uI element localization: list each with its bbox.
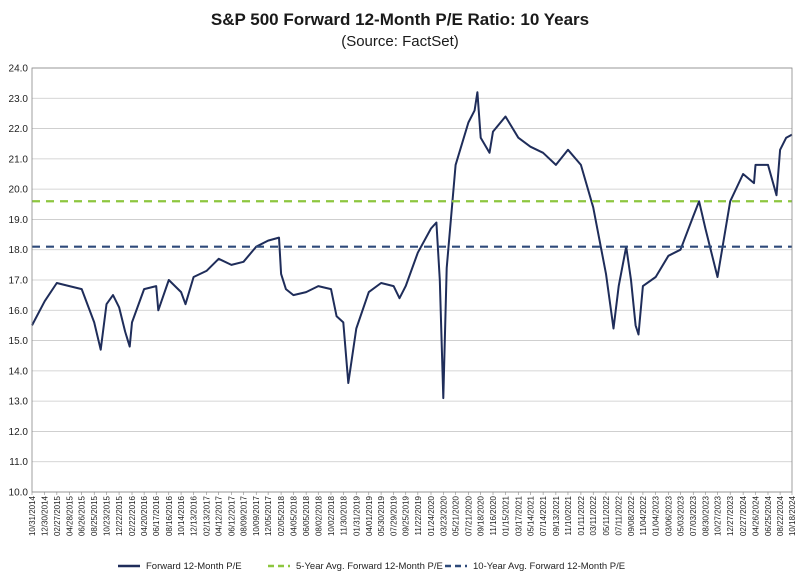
y-axis: 10.0 11.0 12.0 13.0 14.0 15.0 16.0 17.0 18.0 19.0… bbox=[9, 64, 29, 499]
x-tick-label: 08/16/2016 bbox=[165, 495, 174, 536]
x-tick-label: 06/17/2016 bbox=[152, 495, 161, 536]
x-tick-label: 10/09/2017 bbox=[252, 495, 261, 536]
legend-label-2: 10-Year Avg. Forward 12-Month P/E bbox=[473, 561, 625, 572]
x-tick-label: 08/22/2024 bbox=[776, 495, 785, 536]
series-layer bbox=[31, 91, 793, 400]
x-tick-label: 04/26/2024 bbox=[751, 495, 760, 536]
x-tick-label: 10/18/2024 bbox=[788, 495, 797, 536]
x-tick-label: 07/03/2023 bbox=[689, 495, 698, 536]
plot-frame bbox=[31, 67, 793, 493]
x-tick-label: 11/22/2019 bbox=[414, 495, 423, 535]
x-tick-label: 02/05/2018 bbox=[277, 495, 286, 536]
x-tick-label: 10/23/2015 bbox=[103, 495, 112, 536]
x-tick-label: 05/11/2022 bbox=[602, 495, 611, 535]
x-tick-label: 09/13/2021 bbox=[552, 495, 561, 536]
x-tick-label: 11/10/2021 bbox=[564, 495, 573, 535]
x-tick-label: 09/08/2022 bbox=[627, 495, 636, 536]
x-tick-label: 10/27/2023 bbox=[713, 495, 722, 536]
x-tick-label: 12/30/2014 bbox=[41, 495, 50, 536]
gridlines bbox=[32, 67, 792, 493]
x-tick-label: 05/30/2019 bbox=[377, 495, 386, 536]
x-tick-label: 11/04/2022 bbox=[639, 495, 648, 535]
x-tick-label: 04/01/2019 bbox=[365, 495, 374, 536]
y-tick-label: 15.0 bbox=[9, 336, 29, 347]
x-tick-label: 08/09/2017 bbox=[240, 495, 249, 536]
y-tick-label: 17.0 bbox=[9, 276, 29, 287]
x-tick-label: 12/05/2017 bbox=[264, 495, 273, 536]
x-tick-label: 05/03/2023 bbox=[677, 495, 686, 536]
x-tick-label: 10/31/2014 bbox=[28, 495, 37, 536]
x-tick-label: 01/31/2019 bbox=[352, 495, 361, 536]
x-tick-label: 11/16/2020 bbox=[489, 495, 498, 535]
x-tick-label: 08/25/2015 bbox=[90, 495, 99, 536]
x-tick-label: 08/02/2018 bbox=[314, 495, 323, 536]
y-tick-label: 11.0 bbox=[9, 457, 28, 468]
x-tick-label: 07/11/2022 bbox=[615, 495, 624, 535]
x-tick-label: 07/29/2019 bbox=[390, 495, 399, 536]
x-tick-label: 09/18/2020 bbox=[477, 495, 486, 536]
legend-label-1: 5-Year Avg. Forward 12-Month P/E bbox=[296, 561, 443, 572]
x-tick-label: 09/25/2019 bbox=[402, 495, 411, 536]
series-0-line bbox=[31, 91, 793, 400]
x-tick-label: 03/23/2020 bbox=[439, 495, 448, 536]
x-tick-label: 12/22/2015 bbox=[115, 495, 124, 536]
x-tick-label: 04/05/2018 bbox=[289, 495, 298, 536]
x-tick-label: 01/11/2022 bbox=[577, 495, 586, 535]
x-tick-label: 04/28/2015 bbox=[65, 495, 74, 536]
x-tick-label: 02/27/2015 bbox=[53, 495, 62, 536]
y-tick-label: 13.0 bbox=[9, 397, 29, 408]
x-tick-label: 10/02/2018 bbox=[327, 495, 336, 536]
y-tick-label: 12.0 bbox=[9, 427, 29, 438]
x-tick-label: 08/30/2023 bbox=[701, 495, 710, 536]
y-tick-label: 24.0 bbox=[9, 64, 29, 75]
x-tick-label: 02/22/2016 bbox=[128, 495, 137, 536]
x-tick-label: 12/13/2016 bbox=[190, 495, 199, 536]
x-tick-label: 03/11/2022 bbox=[589, 495, 598, 535]
x-tick-label: 07/21/2020 bbox=[464, 495, 473, 536]
x-tick-label: 02/13/2017 bbox=[203, 495, 212, 536]
x-tick-label: 01/04/2023 bbox=[652, 495, 661, 536]
x-tick-label: 03/06/2023 bbox=[664, 495, 673, 536]
x-tick-label: 02/27/2024 bbox=[739, 495, 748, 536]
x-tick-label: 07/14/2021 bbox=[539, 495, 548, 536]
x-tick-label: 06/25/2024 bbox=[764, 495, 773, 536]
y-tick-label: 22.0 bbox=[9, 124, 29, 135]
y-tick-label: 20.0 bbox=[9, 185, 29, 196]
x-tick-label: 05/21/2020 bbox=[452, 495, 461, 536]
y-tick-label: 21.0 bbox=[9, 154, 29, 165]
y-tick-label: 23.0 bbox=[9, 94, 29, 105]
x-axis: 10/31/2014 12/30/2014 02/27/2015 04/28/2015… bbox=[28, 492, 797, 536]
y-tick-label: 16.0 bbox=[9, 306, 29, 317]
x-tick-label: 04/12/2017 bbox=[215, 495, 224, 536]
y-tick-label: 14.0 bbox=[9, 366, 29, 377]
x-tick-label: 05/14/2021 bbox=[526, 495, 535, 536]
x-tick-label: 06/12/2017 bbox=[227, 495, 236, 536]
x-tick-label: 11/30/2018 bbox=[339, 495, 348, 535]
x-tick-label: 04/20/2016 bbox=[140, 495, 149, 536]
y-tick-label: 18.0 bbox=[9, 245, 29, 256]
y-tick-label: 10.0 bbox=[9, 488, 29, 499]
x-tick-label: 01/15/2021 bbox=[502, 495, 511, 536]
chart-subtitle: (Source: FactSet) bbox=[341, 33, 459, 50]
legend-label-0: Forward 12-Month P/E bbox=[146, 561, 242, 572]
x-tick-label: 06/26/2015 bbox=[78, 495, 87, 536]
y-tick-label: 19.0 bbox=[9, 215, 29, 226]
x-tick-label: 01/24/2020 bbox=[427, 495, 436, 536]
x-tick-label: 10/14/2016 bbox=[177, 495, 186, 536]
legend: Forward 12-Month P/E 5-Year Avg. Forward … bbox=[118, 561, 625, 572]
x-tick-label: 06/05/2018 bbox=[302, 495, 311, 536]
chart-title: S&P 500 Forward 12-Month P/E Ratio: 10 Y… bbox=[211, 10, 589, 29]
x-tick-label: 03/17/2021 bbox=[514, 495, 523, 536]
x-tick-label: 12/27/2023 bbox=[726, 495, 735, 536]
